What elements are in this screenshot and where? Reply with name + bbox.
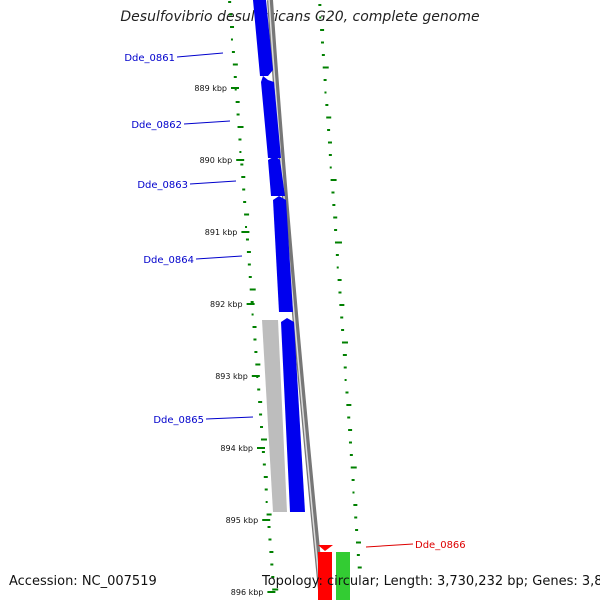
scale-label: 892 kbp (210, 300, 243, 309)
gene-dde-0865[interactable] (281, 318, 305, 512)
gene-label-text: Dde_0864 (143, 255, 194, 266)
gene-label-text: Dde_0862 (131, 120, 182, 131)
gc-skew-ticks-outer (318, 4, 362, 569)
gene-dde-0862[interactable] (261, 76, 281, 158)
gene-label-dde-0862[interactable]: Dde_0862 (131, 120, 231, 131)
trna-gene-dde-0866[interactable] (318, 552, 332, 600)
scale-label: 895 kbp (226, 516, 259, 525)
reverse-gene[interactable] (262, 320, 287, 512)
leader-line (365, 543, 414, 548)
trna-marker[interactable] (318, 545, 333, 551)
genome-title: Desulfovibrio desulfuricans G20, complet… (120, 9, 480, 25)
leader-line (176, 52, 224, 58)
scale-label: 889 kbp (194, 84, 227, 93)
leader-line (195, 255, 243, 260)
gene-label-text: Dde_0865 (153, 415, 204, 426)
gene-label-text: Dde_0861 (124, 53, 175, 64)
scale-label: 893 kbp (215, 372, 248, 381)
gene-labels: Dde_0861 Dde_0862 Dde_0863 Dde_0864 Dde_0865… (124, 52, 466, 551)
gene-label-dde-0866[interactable]: Dde_0866 (365, 540, 466, 551)
scale-label: 891 kbp (205, 228, 238, 237)
gene-label-dde-0864[interactable]: Dde_0864 (143, 255, 243, 266)
gene-label-dde-0865[interactable]: Dde_0865 (153, 415, 254, 426)
gene-label-dde-0861[interactable]: Dde_0861 (124, 52, 224, 64)
gene-label-text: Dde_0866 (415, 540, 466, 551)
accession-label: Accession: NC_007519 (9, 574, 157, 589)
forward-genes (253, 0, 305, 512)
leader-line (205, 416, 254, 420)
topology-label: Topology: circular; Length: 3,730,232 bp… (262, 574, 600, 589)
gene-dde-0861[interactable] (253, 0, 273, 76)
scale-label: 890 kbp (200, 156, 233, 165)
gene-label-text: Dde_0863 (137, 180, 188, 191)
rna-genes (318, 545, 350, 600)
gene-dde-0863[interactable] (268, 156, 285, 196)
leader-line (183, 120, 231, 125)
leader-line (189, 180, 237, 185)
rrna-gene[interactable] (336, 552, 350, 600)
gene-label-dde-0863[interactable]: Dde_0863 (137, 180, 237, 191)
scale-label: 896 kbp (231, 588, 264, 597)
gc-content-ticks-inner (228, 1, 279, 591)
scale-ruler: 889 kbp 890 kbp 891 kbp 892 kbp 893 kbp 894 k… (194, 84, 276, 597)
gene-dde-0864[interactable] (273, 196, 293, 312)
scale-label: 894 kbp (220, 444, 253, 453)
